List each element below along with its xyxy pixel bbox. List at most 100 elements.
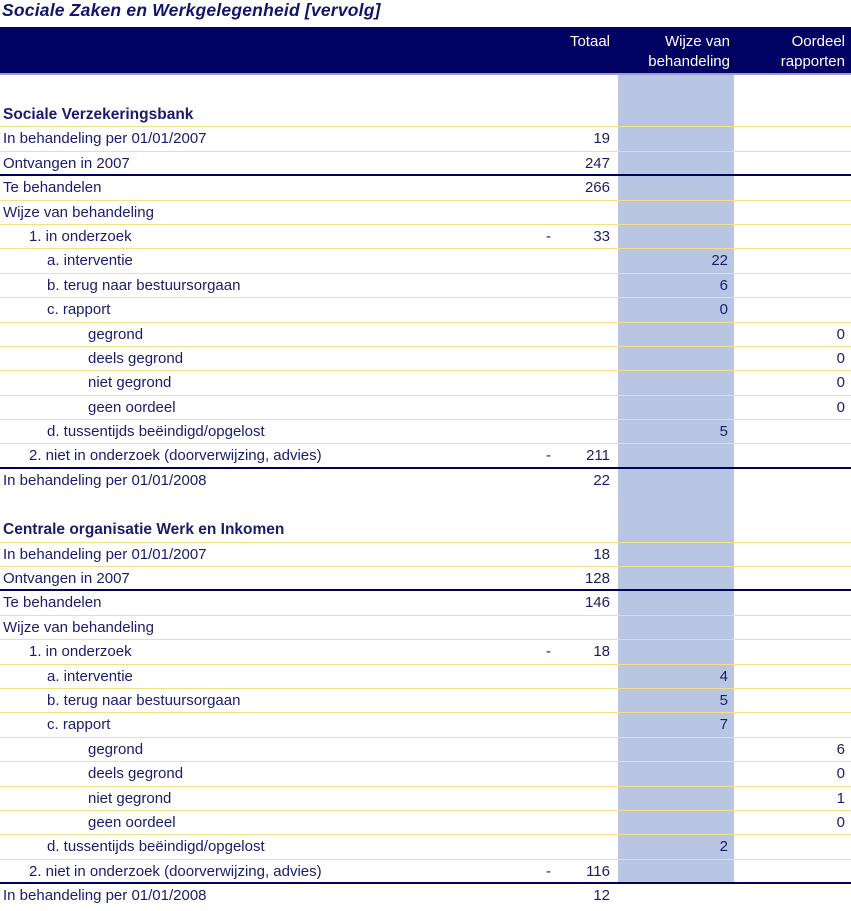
cell-wijze-van-behandeling	[616, 469, 734, 493]
table-row: geen oordeel 0	[0, 396, 851, 421]
minus-sign	[546, 469, 558, 493]
table-row: deels gegrond 0	[0, 347, 851, 372]
minus-sign	[546, 396, 558, 419]
row-label: In behandeling per 01/01/2007	[3, 130, 207, 148]
row-label: 2. niet in onderzoek (doorverwijzing, ad…	[29, 862, 322, 880]
cell-oordeel-rapporten	[734, 298, 851, 321]
totaal-value: 247	[584, 154, 610, 172]
wijze-column-highlight-band	[618, 75, 734, 884]
row-label: d. tussentijds beëindigd/opgelost	[47, 838, 265, 856]
minus-sign	[546, 787, 558, 810]
header-col-wijze-van-behandeling: Wijze van behandeling	[648, 32, 730, 72]
cell-wijze-van-behandeling	[616, 860, 734, 882]
table-row: d. tussentijds beëindigd/opgelost 2	[0, 835, 851, 860]
table-row: Ontvangen in 2007 247	[0, 152, 851, 177]
cell-totaal	[546, 396, 616, 419]
minus-sign	[546, 738, 558, 761]
totaal-value	[558, 274, 610, 297]
row-label: Wijze van behandeling	[3, 203, 154, 221]
cell-wijze-van-behandeling	[616, 591, 734, 614]
row-label: In behandeling per 01/01/2008	[3, 887, 207, 905]
cell-wijze-van-behandeling: 5	[719, 423, 728, 441]
totaal-value	[558, 811, 610, 834]
cell-totaal: - 211	[546, 444, 616, 466]
cell-wijze-van-behandeling	[616, 640, 734, 663]
table-row: geen oordeel 0	[0, 811, 851, 836]
table-row: Te behandelen 146	[0, 591, 851, 616]
cell-totaal	[546, 371, 616, 394]
cell-oordeel-rapporten	[734, 665, 851, 688]
cell-totaal	[546, 665, 616, 688]
cell-wijze-van-behandeling	[616, 616, 734, 639]
minus-sign	[546, 274, 558, 297]
cell-wijze-van-behandeling	[616, 738, 734, 761]
header-col-oordeel-rapporten: Oordeel rapporten	[781, 32, 845, 72]
row-label: Ontvangen in 2007	[3, 154, 130, 172]
minus-sign	[546, 176, 558, 199]
header-col-totaal-line1: Totaal	[569, 33, 610, 50]
header-col-wijze-line1: Wijze van	[664, 33, 730, 50]
cell-oordeel-rapporten	[734, 616, 851, 639]
totaal-value	[558, 665, 610, 688]
table-row: a. interventie 4	[0, 665, 851, 689]
row-label: b. terug naar bestuursorgaan	[47, 276, 241, 294]
cell-totaal: - 116	[546, 860, 616, 882]
row-label: In behandeling per 01/01/2008	[3, 471, 207, 489]
cell-wijze-van-behandeling: 2	[719, 838, 728, 856]
cell-totaal	[546, 616, 616, 639]
minus-sign: -	[546, 447, 551, 465]
table-row: d. tussentijds beëindigd/opgelost 5	[0, 420, 851, 445]
minus-sign: -	[546, 227, 551, 245]
cell-wijze-van-behandeling: 5	[719, 691, 728, 709]
cell-wijze-van-behandeling	[616, 884, 734, 908]
row-label: b. terug naar bestuursorgaan	[47, 691, 241, 709]
row-label: gegrond	[88, 740, 144, 758]
cell-totaal: 18	[546, 543, 616, 566]
table-row: Wijze van behandeling	[0, 201, 851, 225]
row-label: Te behandelen	[3, 594, 102, 612]
table-row: 2. niet in onderzoek (doorverwijzing, ad…	[0, 860, 851, 885]
cell-oordeel-rapporten	[734, 591, 851, 614]
totaal-value	[558, 738, 610, 761]
cell-totaal	[546, 249, 616, 272]
cell-oordeel-rapporten: 0	[836, 813, 845, 831]
cell-oordeel-rapporten	[734, 420, 851, 443]
totaal-value	[558, 371, 610, 394]
cell-wijze-van-behandeling	[616, 152, 734, 174]
table-row: Ontvangen in 2007 128	[0, 567, 851, 592]
minus-sign	[546, 591, 558, 614]
table-row: b. terug naar bestuursorgaan 6	[0, 274, 851, 299]
cell-totaal: 12	[546, 884, 616, 908]
minus-sign	[546, 665, 558, 688]
table-header: Totaal Wijze van behandeling Oordeel rap…	[0, 27, 851, 75]
totaal-value: 18	[593, 545, 610, 563]
cell-wijze-van-behandeling: 4	[719, 667, 728, 685]
totaal-value	[558, 689, 610, 712]
cell-totaal	[546, 689, 616, 712]
cell-oordeel-rapporten	[734, 543, 851, 566]
cell-wijze-van-behandeling	[616, 323, 734, 346]
cell-totaal	[546, 762, 616, 785]
table-row: In behandeling per 01/01/2007 18	[0, 543, 851, 568]
table-row: Wijze van behandeling	[0, 616, 851, 641]
totaal-value	[558, 347, 610, 370]
cell-oordeel-rapporten	[734, 249, 851, 272]
minus-sign	[546, 201, 558, 224]
row-label: c. rapport	[47, 301, 111, 319]
cell-totaal	[546, 738, 616, 761]
section-gap	[0, 75, 851, 103]
cell-oordeel-rapporten	[734, 689, 851, 712]
totaal-value: 19	[593, 130, 610, 148]
totaal-value	[558, 201, 610, 224]
totaal-value	[558, 616, 610, 639]
totaal-value: 116	[586, 862, 610, 880]
header-col-oordeel-line1: Oordeel	[791, 33, 845, 50]
minus-sign	[546, 689, 558, 712]
row-label: 2. niet in onderzoek (doorverwijzing, ad…	[29, 447, 322, 465]
cell-oordeel-rapporten	[734, 640, 851, 663]
cell-oordeel-rapporten	[734, 152, 851, 174]
totaal-value	[558, 835, 610, 858]
totaal-value	[558, 298, 610, 321]
cell-totaal: - 18	[546, 640, 616, 663]
cell-totaal: 146	[546, 591, 616, 614]
